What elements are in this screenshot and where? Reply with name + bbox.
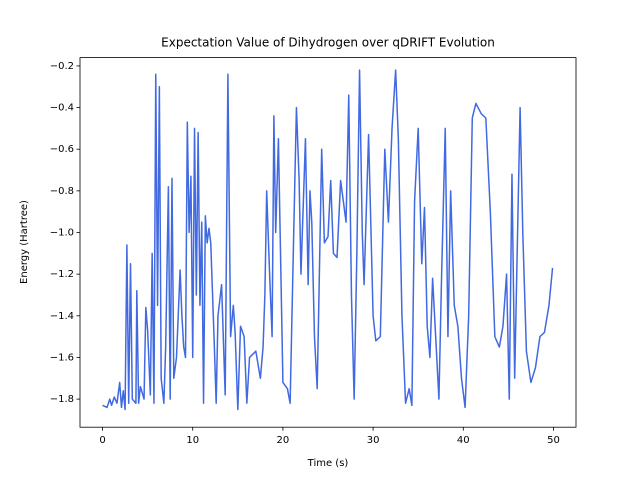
y-tick-label: −1.2 <box>50 269 74 280</box>
x-tick-label: 0 <box>99 435 105 446</box>
data-line <box>102 69 554 411</box>
x-tick-label: 30 <box>367 435 380 446</box>
x-axis-label: Time (s) <box>307 458 349 469</box>
axes-frame <box>79 57 577 428</box>
y-axis-label: Energy (Hartree) <box>19 200 30 284</box>
y-tick-label: −1.6 <box>50 352 74 363</box>
y-tick-label: −0.4 <box>50 103 74 114</box>
chart-title: Expectation Value of Dihydrogen over qDR… <box>161 36 495 50</box>
x-tick-label: 20 <box>277 435 290 446</box>
x-tick-label: 50 <box>547 435 560 446</box>
x-tick-label: 10 <box>186 435 199 446</box>
x-tick-label: 40 <box>457 435 470 446</box>
y-tick-label: −1.4 <box>50 311 74 322</box>
y-tick-label: −1.8 <box>50 394 74 405</box>
y-tick-label: −0.8 <box>50 186 74 197</box>
y-tick-label: −0.6 <box>50 144 74 155</box>
y-tick-label: −0.2 <box>50 61 74 72</box>
y-tick-label: −1.0 <box>50 228 74 239</box>
